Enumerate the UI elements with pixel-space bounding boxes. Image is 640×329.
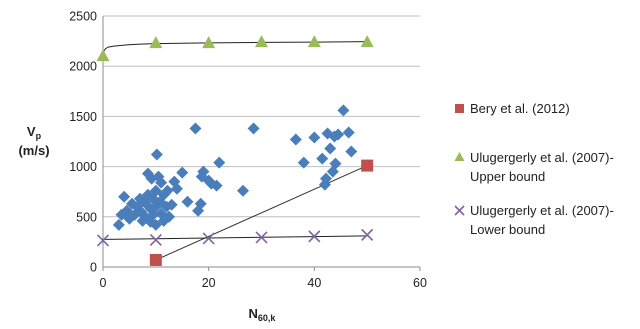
triangle-point	[202, 36, 216, 49]
diamond-point	[337, 104, 350, 117]
y-axis-label: Vp	[27, 124, 42, 141]
diamond-point	[155, 176, 168, 189]
trendline	[102, 235, 368, 240]
diamond-point	[213, 156, 226, 169]
diamond-point	[324, 142, 337, 155]
triangle-point	[360, 35, 374, 48]
legend-triangle-marker	[454, 152, 465, 161]
x-point	[96, 234, 110, 247]
trendline	[102, 41, 368, 53]
legend-x-marker	[454, 205, 465, 216]
diamond-point	[170, 182, 183, 195]
x-tick-label: 0	[100, 276, 107, 290]
trendline	[155, 165, 368, 261]
trendlines	[102, 41, 368, 261]
x-point	[255, 231, 268, 244]
diamond-point	[289, 133, 302, 146]
triangle-point	[307, 35, 321, 48]
legend-label-lower-line2: Lower bound	[470, 222, 545, 237]
diamond-point	[161, 184, 174, 197]
diamond-point	[181, 195, 194, 208]
diamond-point	[189, 122, 202, 135]
diamond-point	[118, 190, 131, 203]
diamond-point	[332, 128, 345, 141]
diamond-point	[150, 148, 163, 161]
x-point	[361, 228, 374, 241]
diamond-point	[163, 210, 176, 223]
x-point	[308, 230, 321, 243]
diamond-point	[247, 122, 260, 135]
x-axis-label: N60,k	[249, 306, 277, 323]
diamond-point	[176, 166, 189, 179]
y-tick-label: 500	[76, 210, 97, 224]
diamond-point	[297, 156, 310, 169]
y-tick-label: 1500	[69, 110, 97, 124]
legend-square-marker	[455, 104, 464, 113]
diamond-point	[319, 172, 332, 185]
legend-item-bery: Bery et al. (2012)	[455, 101, 570, 116]
legend-label-lower-line1: Ulugergerly et al. (2007)-	[470, 203, 614, 218]
legend: Bery et al. (2012) Ulugergerly et al. (2…	[454, 101, 614, 237]
legend-item-lower-bound: Ulugergerly et al. (2007)- Lower bound	[454, 203, 614, 237]
legend-label-bery: Bery et al. (2012)	[470, 101, 570, 116]
legend-label-upper-line1: Ulugergerly et al. (2007)-	[470, 150, 614, 165]
x-point	[149, 233, 162, 246]
diamond-point	[194, 197, 207, 210]
diamond-point	[308, 131, 321, 144]
y-tick-label: 2500	[69, 10, 97, 24]
data-points	[96, 35, 374, 266]
x-tick-label: 60	[413, 276, 427, 290]
square-point	[149, 253, 162, 266]
axes: 0 500 1000 1500 2000 2500 0 20 40 60	[69, 10, 427, 291]
diamond-point	[197, 165, 210, 178]
y-tick-label: 1000	[69, 160, 97, 174]
diamond-point	[165, 198, 178, 211]
triangle-point	[149, 36, 163, 49]
diamond-point	[329, 157, 342, 170]
triangle-point	[255, 35, 268, 48]
y-tick-label: 0	[90, 261, 97, 275]
legend-label-upper-line2: Upper bound	[470, 169, 545, 184]
x-tick-label: 40	[307, 276, 321, 290]
y-tick-label: 2000	[69, 60, 97, 74]
y-axis-unit: (m/s)	[18, 143, 49, 158]
diamond-point	[316, 152, 329, 165]
diamond-point	[237, 184, 250, 197]
x-point	[202, 232, 215, 245]
x-tick-label: 20	[202, 276, 216, 290]
diamond-point	[112, 218, 125, 231]
diamond-point	[210, 179, 223, 192]
triangle-point	[96, 49, 110, 62]
diamond-point	[345, 145, 358, 158]
square-point	[361, 159, 374, 172]
diamond-point	[342, 126, 355, 139]
legend-item-upper-bound: Ulugergerly et al. (2007)- Upper bound	[454, 150, 614, 184]
